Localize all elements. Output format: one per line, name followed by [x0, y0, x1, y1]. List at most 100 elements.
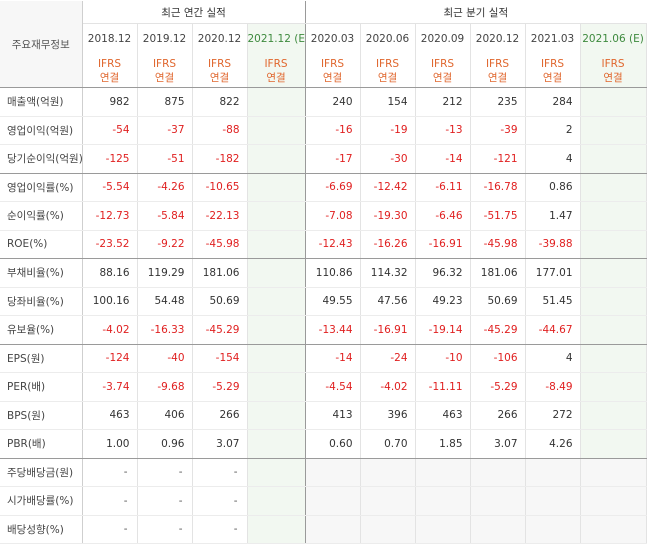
ifrs-label: IFRS: [601, 57, 625, 70]
period-header-quarterly-5: 2021.06 (E): [580, 23, 647, 54]
quarterly-value-cell: -12.42: [360, 173, 416, 202]
annual-value-cell: -: [137, 515, 193, 544]
ifrs-consolidated-tag: IFRS 연결: [192, 54, 248, 88]
quarterly-value-cell: -6.69: [305, 173, 361, 202]
quarterly-value-cell: [580, 372, 647, 402]
quarterly-value-cell: 110.86: [305, 258, 361, 288]
table-row: BPS(원) 463 406 266 413 396 463 266 272: [0, 401, 647, 430]
quarterly-value-cell: 0.60: [305, 429, 361, 459]
consolidated-label: 연결: [377, 71, 398, 84]
annual-value-cell: [247, 515, 306, 544]
ifrs-label: IFRS: [375, 57, 400, 70]
ifrs-label: IFRS: [430, 57, 455, 70]
ifrs-label: IFRS: [152, 57, 177, 70]
row-label: 영업이익(억원): [0, 116, 83, 145]
ifrs-consolidated-tag: IFRS 연결: [82, 54, 138, 88]
annual-value-cell: 119.29: [137, 258, 193, 288]
annual-value-cell: 266: [192, 401, 248, 430]
consolidated-label: 연결: [266, 71, 286, 84]
empty-cell: [415, 458, 471, 487]
quarterly-value-cell: [580, 173, 647, 202]
quarterly-value-cell: -39.88: [525, 230, 581, 259]
consolidated-label: 연결: [322, 71, 343, 84]
quarterly-value-cell: [580, 344, 647, 373]
table-row: 매출액(억원) 982 875 822 240 154 212 235 284: [0, 87, 647, 117]
empty-cell: [415, 486, 471, 516]
quarterly-value-cell: 50.69: [470, 287, 526, 316]
table-row: PBR(배) 1.00 0.96 3.07 0.60 0.70 1.85 3.07 4.26: [0, 429, 647, 459]
quarterly-value-cell: 413: [305, 401, 361, 430]
annual-value-cell: 0.96: [137, 429, 193, 459]
annual-value-cell: -4.26: [137, 173, 193, 202]
annual-value-cell: -5.54: [82, 173, 138, 202]
annual-value-cell: -: [137, 458, 193, 487]
empty-cell: [360, 515, 416, 544]
row-label: 시가배당률(%): [0, 486, 83, 516]
period-header-annual-1: 2019.12: [137, 23, 193, 54]
quarterly-value-cell: -4.02: [360, 372, 416, 402]
quarterly-value-cell: 463: [415, 401, 471, 430]
annual-value-cell: 982: [82, 87, 138, 117]
table-row: 당좌비율(%) 100.16 54.48 50.69 49.55 47.56 49.23 50…: [0, 287, 647, 316]
annual-value-cell: [247, 344, 306, 373]
quarterly-value-cell: -30: [360, 144, 416, 174]
quarterly-value-cell: -6.11: [415, 173, 471, 202]
quarterly-value-cell: 96.32: [415, 258, 471, 288]
annual-value-cell: 54.48: [137, 287, 193, 316]
annual-value-cell: -54: [82, 116, 138, 145]
row-label: 유보율(%): [0, 315, 83, 345]
ifrs-label: IFRS: [320, 57, 345, 70]
period-header-quarterly-0: 2020.03: [305, 23, 361, 54]
table-row: 영업이익률(%) -5.54 -4.26 -10.65 -6.69 -12.42 -6.11…: [0, 173, 647, 202]
annual-value-cell: [247, 287, 306, 316]
empty-cell: [470, 486, 526, 516]
annual-value-cell: -: [82, 458, 138, 487]
quarterly-value-cell: -24: [360, 344, 416, 373]
annual-value-cell: [247, 429, 306, 459]
row-label: BPS(원): [0, 401, 83, 430]
annual-value-cell: -9.22: [137, 230, 193, 259]
ifrs-consolidated-tag: IFRS 연결: [137, 54, 193, 88]
quarterly-value-cell: 235: [470, 87, 526, 117]
annual-value-cell: -22.13: [192, 201, 248, 231]
annual-value-cell: -40: [137, 344, 193, 373]
empty-cell: [305, 458, 361, 487]
period-header-quarterly-2: 2020.09: [415, 23, 471, 54]
annual-value-cell: [247, 173, 306, 202]
annual-value-cell: 181.06: [192, 258, 248, 288]
annual-value-cell: -12.73: [82, 201, 138, 231]
empty-cell: [305, 486, 361, 516]
quarterly-value-cell: 154: [360, 87, 416, 117]
ifrs-label: IFRS: [540, 57, 565, 70]
quarterly-value-cell: [580, 258, 647, 288]
table-row: PER(배) -3.74 -9.68 -5.29 -4.54 -4.02 -11.11 -5.…: [0, 372, 647, 402]
annual-value-cell: -45.98: [192, 230, 248, 259]
quarterly-value-cell: [580, 144, 647, 174]
quarterly-value-cell: -13.44: [305, 315, 361, 345]
period-header-annual-3: 2021.12 (E): [247, 23, 306, 54]
quarterly-value-cell: 1.85: [415, 429, 471, 459]
table-row: EPS(원) -124 -40 -154 -14 -24 -10 -106 4: [0, 344, 647, 373]
quarterly-value-cell: 4.26: [525, 429, 581, 459]
annual-value-cell: -16.33: [137, 315, 193, 345]
quarterly-value-cell: -4.54: [305, 372, 361, 402]
annual-value-cell: -9.68: [137, 372, 193, 402]
row-label: 당좌비율(%): [0, 287, 83, 316]
annual-value-cell: 50.69: [192, 287, 248, 316]
period-header-quarterly-1: 2020.06: [360, 23, 416, 54]
annual-value-cell: [247, 372, 306, 402]
ifrs-consolidated-tag: IFRS 연결: [360, 54, 416, 88]
annual-value-cell: -: [192, 458, 248, 487]
empty-cell: [525, 515, 581, 544]
quarterly-value-cell: -106: [470, 344, 526, 373]
consolidated-label: 연결: [432, 71, 453, 84]
table-row: 순이익률(%) -12.73 -5.84 -22.13 -7.08 -19.30 -6.46…: [0, 201, 647, 231]
annual-value-cell: -4.02: [82, 315, 138, 345]
row-label-header: 주요재무정보: [0, 1, 83, 88]
quarterly-value-cell: 114.32: [360, 258, 416, 288]
quarterly-value-cell: -16: [305, 116, 361, 145]
quarterly-value-cell: [580, 429, 647, 459]
empty-cell: [525, 486, 581, 516]
annual-value-cell: [247, 87, 306, 117]
